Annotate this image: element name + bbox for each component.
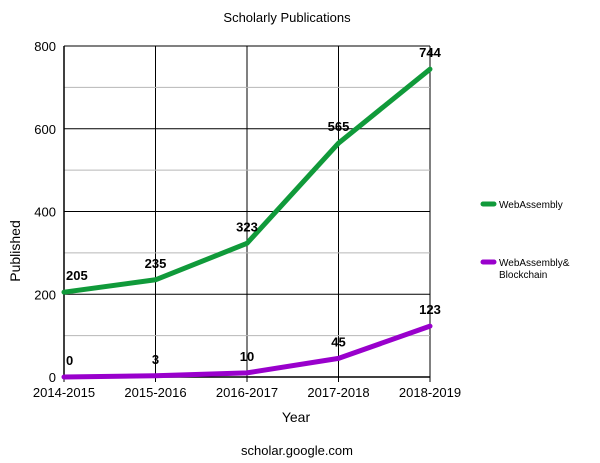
x-tick-label: 2018-2019 xyxy=(399,385,461,400)
legend: WebAssembly WebAssembly&Blockchain xyxy=(480,200,570,281)
data-label: 3 xyxy=(152,352,159,367)
grid xyxy=(63,45,431,378)
data-label: 565 xyxy=(328,119,350,134)
data-label: 235 xyxy=(145,256,167,271)
series-line-1 xyxy=(61,323,433,380)
x-tick-label: 2017-2018 xyxy=(307,385,369,400)
data-label: 10 xyxy=(240,349,254,364)
chart-title: Scholarly Publications xyxy=(223,10,351,25)
y-tick-label: 600 xyxy=(34,122,56,137)
data-label: 123 xyxy=(419,302,441,317)
legend-label: WebAssembly& xyxy=(499,258,570,269)
y-tick-label: 400 xyxy=(34,205,56,220)
legend-label: WebAssembly xyxy=(499,200,563,211)
x-tick-label: 2016-2017 xyxy=(216,385,278,400)
data-label: 744 xyxy=(419,45,441,60)
data-label: 205 xyxy=(66,268,88,283)
y-axis-ticks: 0 200 400 600 800 xyxy=(34,39,56,385)
x-tick-label: 2014-2015 xyxy=(33,385,95,400)
y-tick-label: 200 xyxy=(34,287,56,302)
data-labels: 205 235 323 565 744 0 3 10 45 123 xyxy=(66,45,442,368)
data-label: 323 xyxy=(236,219,258,234)
x-axis-ticks: 2014-2015 2015-2016 2016-2017 2017-2018 2018… xyxy=(33,377,461,400)
y-axis-label: Published xyxy=(7,220,23,282)
series-line-0 xyxy=(61,66,433,295)
source-note: scholar.google.com xyxy=(241,443,353,458)
legend-label: Blockchain xyxy=(499,270,547,281)
series-lines xyxy=(61,66,433,380)
x-tick-label: 2015-2016 xyxy=(124,385,186,400)
x-axis-label: Year xyxy=(282,409,311,425)
y-tick-label: 0 xyxy=(49,370,56,385)
y-tick-label: 800 xyxy=(34,39,56,54)
data-label: 0 xyxy=(66,353,73,368)
data-label: 45 xyxy=(331,334,345,349)
